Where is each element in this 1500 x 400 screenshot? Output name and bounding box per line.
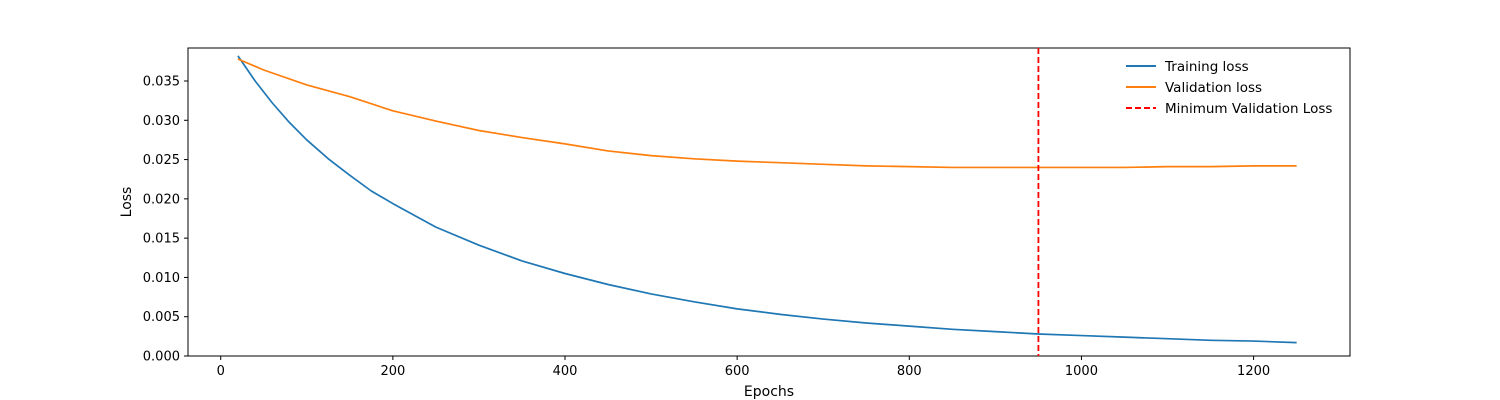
y-tick-label: 0.030	[143, 114, 180, 129]
y-axis-label: Loss	[119, 187, 135, 218]
x-axis-label: Epochs	[744, 384, 794, 400]
x-tick-label: 200	[380, 364, 405, 379]
x-axis-ticks: 0 200 400 600 800 1000 1200	[217, 356, 1270, 379]
x-tick-label: 0	[217, 364, 225, 379]
y-tick-label: 0.020	[143, 192, 180, 207]
y-tick-label: 0.005	[143, 310, 180, 325]
legend-label-minimum-validation-loss: Minimum Validation Loss	[1165, 101, 1332, 117]
legend: Training loss Validation loss Minimum Va…	[1126, 59, 1332, 117]
y-tick-label: 0.010	[143, 271, 180, 286]
legend-label-validation-loss: Validation loss	[1165, 80, 1262, 96]
x-tick-label: 600	[725, 364, 750, 379]
series-layer	[237, 55, 1297, 344]
y-tick-label: 0.015	[143, 232, 180, 247]
y-tick-label: 0.035	[143, 75, 180, 90]
plot-frame	[187, 47, 1351, 357]
x-tick-label: 1200	[1237, 364, 1270, 379]
y-tick-label: 0.000	[143, 350, 180, 365]
plot-area: 0 200 400 600 800 1000 1200 0.0000.0050.0100.0…	[143, 47, 1351, 379]
legend-label-training-loss: Training loss	[1164, 59, 1249, 75]
x-tick-label: 800	[897, 364, 922, 379]
x-tick-label: 400	[553, 364, 578, 379]
series-line-validation-loss	[237, 58, 1297, 169]
y-axis-ticks: 0.000 0.005 0.010 0.015 0.020 0.025 0.030 0.035	[143, 75, 188, 365]
y-tick-label: 0.025	[143, 153, 180, 168]
series-line-training-loss	[237, 55, 1297, 344]
x-tick-label: 1000	[1065, 364, 1098, 379]
